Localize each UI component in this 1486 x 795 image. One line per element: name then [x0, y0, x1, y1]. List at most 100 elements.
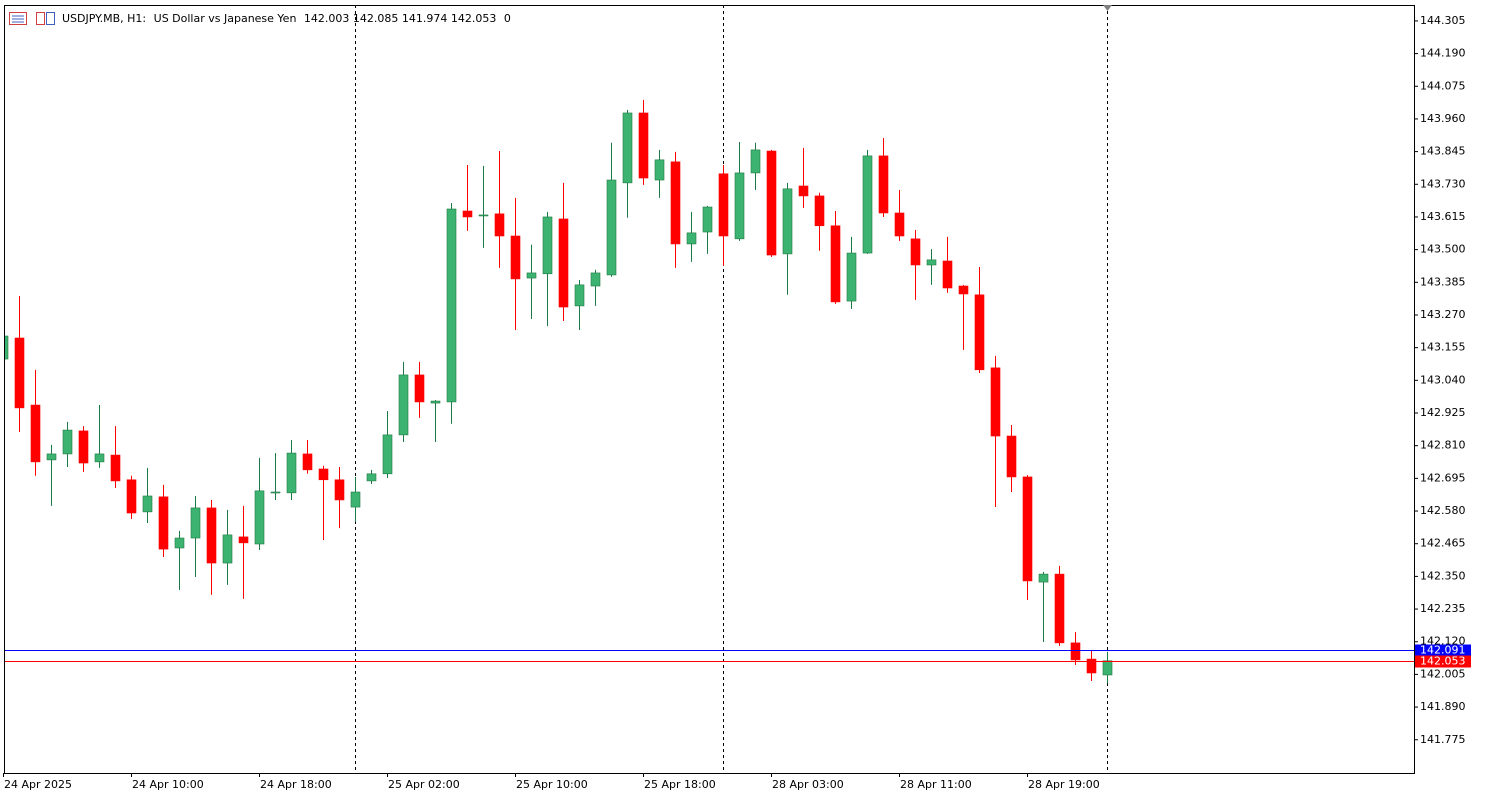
x-tick-label: 28 Apr 11:00 — [900, 778, 972, 791]
candle-body — [350, 491, 361, 508]
shift-marker — [1103, 5, 1112, 11]
ask-label: 142.091 — [1420, 644, 1466, 657]
y-tick-label: 141.890 — [1420, 700, 1466, 713]
candle-body — [382, 434, 393, 475]
y-tick-label: 143.270 — [1420, 308, 1466, 321]
candle-body — [926, 259, 937, 266]
candle-body — [1006, 435, 1017, 478]
candle-body — [30, 404, 41, 463]
plot-area — [4, 5, 1414, 773]
y-tick-label: 143.615 — [1420, 210, 1466, 223]
candle-body — [798, 185, 809, 197]
y-tick-label: 142.810 — [1420, 439, 1466, 452]
axes: 144.305 144.190 144.075 143.960 143.845 143.7… — [3, 14, 1471, 791]
candle-body — [574, 284, 585, 307]
candle-body — [862, 155, 873, 254]
candle-body — [4, 335, 9, 360]
candle-body — [510, 235, 521, 280]
candle-body — [174, 537, 185, 549]
candle-body — [526, 272, 537, 279]
candle-body — [606, 179, 617, 276]
candle-body — [1038, 573, 1049, 583]
volume-value: 0 — [504, 12, 511, 25]
candle-body — [734, 172, 745, 240]
candle-body — [462, 210, 473, 218]
candle-body — [638, 112, 649, 179]
y-tick-label: 142.235 — [1420, 602, 1466, 615]
candle-body — [222, 534, 233, 564]
candle-body — [766, 150, 777, 256]
y-tick-label: 142.120 — [1420, 635, 1466, 648]
open-value: 142.003 — [304, 12, 350, 25]
candle-body — [750, 149, 761, 174]
y-tick-label: 142.695 — [1420, 471, 1466, 484]
candle-body — [94, 453, 105, 463]
x-tick-label: 24 Apr 18:00 — [260, 778, 332, 791]
candle-body — [286, 452, 297, 494]
candle-body — [318, 468, 329, 481]
candle-body — [542, 216, 553, 275]
y-tick-label: 144.305 — [1420, 14, 1466, 27]
candle-body — [814, 195, 825, 227]
description: US Dollar vs Japanese Yen — [154, 12, 297, 25]
x-tick-label: 24 Apr 10:00 — [132, 778, 204, 791]
candle-body — [366, 473, 377, 482]
candle-body — [590, 272, 601, 287]
candle-body — [414, 374, 425, 403]
ask-label-box — [1415, 644, 1471, 657]
candle-body — [302, 453, 313, 471]
candle-body — [846, 252, 857, 302]
candle-body — [894, 212, 905, 237]
chart-icon — [46, 12, 55, 25]
header-text: USDJPY.MB, H1: US Dollar vs Japanese Yen… — [62, 12, 511, 25]
chart-icon[interactable] — [36, 12, 45, 25]
candle-body — [830, 225, 841, 303]
candle-body — [334, 479, 345, 501]
close-value: 142.053 — [451, 12, 497, 25]
y-tick-label: 144.190 — [1420, 47, 1466, 60]
candle-body — [686, 232, 697, 245]
bid-label: 142.053 — [1420, 655, 1466, 668]
y-tick-label: 143.040 — [1420, 373, 1466, 386]
x-tick-label: 24 Apr 2025 — [4, 778, 72, 791]
candle-body — [654, 159, 665, 181]
high-value: 142.085 — [353, 12, 399, 25]
candle-body — [958, 285, 969, 295]
x-tick-label: 25 Apr 18:00 — [644, 778, 716, 791]
candle-body — [494, 213, 505, 237]
plot-border — [4, 5, 1415, 774]
candle-body — [142, 495, 153, 513]
symbol: USDJPY.MB, H1: — [62, 12, 146, 25]
candle-body — [702, 206, 713, 233]
candle-body — [1054, 573, 1065, 644]
low-value: 141.974 — [402, 12, 448, 25]
candle-body — [1022, 476, 1033, 582]
y-tick-label: 141.775 — [1420, 733, 1466, 746]
bid-label-box — [1415, 655, 1471, 668]
candle-body — [622, 112, 633, 184]
y-tick-label: 142.350 — [1420, 569, 1466, 582]
candle-body — [398, 374, 409, 436]
candle-body — [446, 208, 457, 403]
candle-body — [478, 214, 489, 217]
y-tick-label: 142.005 — [1420, 667, 1466, 680]
candle-body — [110, 454, 121, 482]
y-tick-label: 143.155 — [1420, 341, 1466, 354]
candle-body — [878, 155, 889, 214]
candle-body — [270, 491, 281, 494]
x-tick-label: 28 Apr 19:00 — [1028, 778, 1100, 791]
candle-body — [46, 453, 57, 461]
y-tick-label: 142.465 — [1420, 537, 1466, 550]
y-tick-label: 142.925 — [1420, 406, 1466, 419]
candle-body — [126, 479, 137, 514]
y-tick-label: 143.500 — [1420, 243, 1466, 256]
candle-body — [910, 238, 921, 266]
candle-body — [254, 490, 265, 545]
candle-body — [158, 496, 169, 550]
candle-body — [974, 294, 985, 371]
y-tick-label: 143.385 — [1420, 275, 1466, 288]
y-tick-label: 143.845 — [1420, 145, 1466, 158]
